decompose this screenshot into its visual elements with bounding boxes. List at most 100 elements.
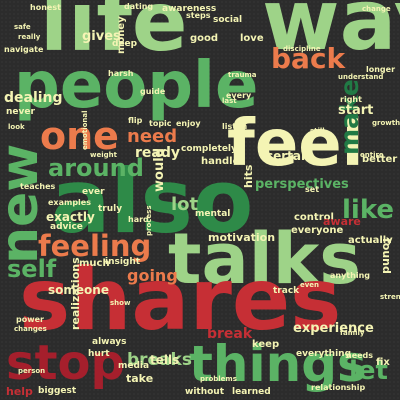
word-motivation: motivation [208,231,276,244]
word-everyone: everyone [291,225,344,236]
word-media: media [118,361,150,371]
word-ready: ready [135,145,180,161]
word-harsh: harsh [108,69,134,78]
word-someone: someone [48,283,109,297]
word-experience: experience [293,321,374,336]
word-keep: keep [252,339,280,350]
word-flip: flip [128,116,143,125]
word-honest: honest [30,3,61,12]
word-hard: hard [128,215,149,224]
word-entire: entire [360,151,384,159]
word-dealing: dealing [4,90,63,106]
word-never: never [6,107,35,117]
word-longer: longer [366,65,396,74]
word-breaks: breaks [127,350,192,370]
word-start: start [338,103,374,118]
word-like: like [342,195,395,225]
word-found: found [380,238,393,274]
word-take: take [126,372,154,385]
word-around: around [48,154,144,182]
word-teaches: teaches [20,182,56,191]
word-insight: insight [105,257,141,267]
word-back: back [271,42,346,75]
word-learned: learned [232,387,271,397]
word-growth: growth [372,119,400,127]
word-track: track [273,286,300,296]
word-also: also [51,150,254,253]
word-hits: hits [242,164,255,188]
word-life: life [40,0,188,70]
word-guide: guide [140,87,166,96]
word-every: every [226,91,252,100]
word-handle: handle [201,156,240,167]
word-people: people [14,49,259,123]
word-help: help [6,385,33,398]
word-enjoy: enjoy [176,119,201,128]
word-better: better [362,154,398,165]
word-right: right [340,95,362,104]
word-feeling: feeling [38,229,152,263]
word-still: still [310,127,325,135]
word-self: self [7,255,57,283]
word-without: without [185,387,225,397]
word-exactly: exactly [46,210,95,224]
word-ever: ever [82,187,105,197]
word-actually: actually [348,235,393,246]
word-stop: stop [6,335,125,391]
word-person: person [18,367,46,375]
word-navigate: navigate [4,45,44,54]
word-understand: understand [338,73,384,81]
word-going: going [127,266,178,285]
word-set: set [305,185,320,194]
word-break: break [207,326,253,342]
word-need: need [127,126,178,147]
word-perspectives: perspectives [255,177,349,192]
word-family: family [340,329,365,337]
word-gives: gives [82,29,121,44]
word-mental: mental [195,209,231,219]
word-talks: talks [168,218,361,300]
word-emotional: emotional [81,110,89,150]
word-feel: feel [227,107,364,181]
word-topic: topic [149,119,172,128]
word-look: look [8,123,25,131]
word-fix: fix [376,357,390,368]
word-listen: listen [222,122,248,131]
word-one: one [40,114,119,158]
word-relationship: relationship [311,383,366,392]
word-examples: examples [48,198,91,207]
word-show: show [110,299,131,307]
word-completely: completely [181,144,237,154]
word-everything: everything [296,349,352,359]
word-always: always [92,337,127,347]
word-safe: safe [14,23,31,31]
word-control: control [294,212,334,223]
word-aware: aware [323,215,361,228]
word-change: change [362,5,391,13]
word-deep: deep [112,39,138,49]
word-discipline: discipline [283,45,321,53]
word-trauma: trauma [228,71,257,79]
word-process: process [145,205,153,236]
word-power: power [16,315,44,324]
word-weight: weight [90,151,117,159]
word-lot: lot [171,194,199,215]
word-dating: dating [124,2,154,11]
word-way: way [262,0,400,69]
word-awareness: awareness [162,4,217,14]
word-even: even [300,281,320,289]
word-shares: shares [19,250,342,350]
word-changes: changes [14,325,47,333]
word-strength: strength [380,293,400,301]
word-last: last [222,97,237,105]
word-realizations: realizations [69,257,82,330]
word-needs: needs [346,351,374,360]
word-much: much [79,258,110,269]
word-anything: anything [330,271,370,280]
word-truly: truly [98,204,123,214]
word-advice: advice [50,222,83,232]
word-love: love [240,33,264,44]
word-would: would [152,148,167,192]
word-things: things [189,335,367,393]
